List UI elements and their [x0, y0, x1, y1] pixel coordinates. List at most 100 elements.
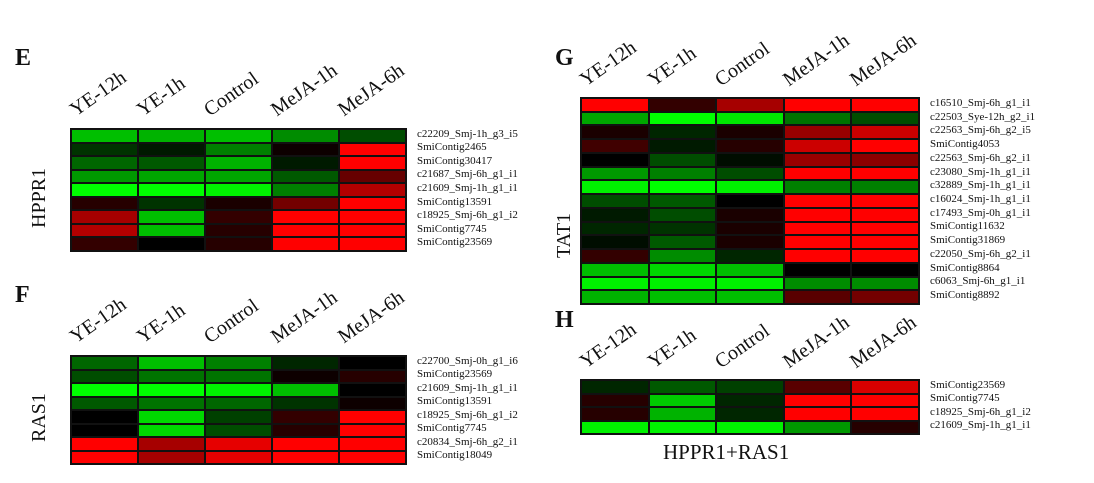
- row-label: c21687_Smj-6h_g1_i1: [417, 168, 518, 181]
- heatmap-cell: [72, 197, 137, 210]
- heatmap-cell: [852, 195, 918, 207]
- heatmap-cell: [784, 236, 851, 249]
- heatmap-grid: [580, 97, 920, 305]
- column-label: Control: [199, 67, 263, 121]
- heatmap-cell: [717, 277, 783, 290]
- column-label: MeJA-6h: [333, 59, 409, 121]
- heatmap-cell: [717, 222, 783, 235]
- heatmap-cell: [784, 140, 851, 152]
- heatmap-cell: [273, 397, 338, 409]
- heatmap-cell: [582, 250, 648, 262]
- heatmap-cell: [273, 197, 338, 210]
- heatmap-cell: [717, 195, 783, 207]
- heatmap-cell: [340, 197, 405, 210]
- heatmap-cell: [717, 408, 783, 420]
- heatmap-cell: [273, 157, 338, 169]
- row-label: c18925_Smj-6h_g1_i2: [417, 209, 518, 222]
- heatmap-cell: [649, 381, 716, 393]
- heatmap-cell: [717, 112, 783, 125]
- heatmap-cell: [582, 153, 648, 166]
- heatmap-cell: [139, 143, 204, 156]
- heatmap-cell: [139, 130, 204, 142]
- heatmap-cell: [649, 421, 716, 433]
- heatmap-cell: [784, 153, 851, 166]
- heatmap-cell: [206, 424, 271, 436]
- heatmap-cell: [784, 222, 851, 235]
- heatmap-cell: [72, 238, 137, 250]
- heatmap-cell: [273, 170, 338, 183]
- heatmap-cell: [206, 130, 271, 142]
- row-label: SmiContig7745: [930, 392, 1000, 405]
- panel-caption: HPPR1+RAS1: [663, 440, 790, 464]
- row-label: c17493_Smj-0h_g1_i1: [930, 206, 1031, 219]
- heatmap-cell: [852, 112, 918, 125]
- heatmap-cell: [139, 238, 204, 250]
- heatmap-cell: [72, 438, 137, 450]
- heatmap-cell: [340, 370, 405, 382]
- heatmap-cell: [717, 208, 783, 221]
- heatmap-cell: [852, 263, 918, 276]
- heatmap-grid: [580, 379, 920, 435]
- heatmap-cell: [139, 357, 204, 369]
- heatmap-cell: [139, 197, 204, 210]
- heatmap-cell: [717, 381, 783, 393]
- heatmap-cell: [72, 184, 137, 196]
- heatmap-cell: [206, 397, 271, 409]
- heatmap-grid: [70, 355, 407, 465]
- row-label: c22563_Smj-6h_g2_i1: [930, 151, 1031, 164]
- heatmap-cell: [72, 357, 137, 369]
- heatmap-cell: [72, 411, 137, 423]
- heatmap-cell: [340, 211, 405, 223]
- heatmap-cell: [273, 143, 338, 156]
- panel-letter: G: [555, 45, 574, 71]
- heatmap-cell: [139, 397, 204, 409]
- heatmap-cell: [649, 167, 716, 180]
- heatmap-cell: [206, 357, 271, 369]
- heatmap-cell: [784, 181, 851, 194]
- heatmap-cell: [784, 291, 851, 303]
- column-label: YE-12h: [575, 318, 641, 373]
- row-label: c22050_Smj-6h_g2_i1: [930, 247, 1031, 260]
- row-label: c22563_Smj-6h_g2_i5: [930, 124, 1031, 137]
- y-axis-label: HPPR1: [28, 167, 50, 228]
- heatmap-cell: [273, 451, 338, 463]
- heatmap-cell: [784, 126, 851, 139]
- heatmap-cell: [582, 181, 648, 194]
- heatmap-cell: [582, 263, 648, 276]
- heatmap-cell: [582, 208, 648, 221]
- heatmap-cell: [717, 236, 783, 249]
- row-label: c23080_Smj-1h_g1_i1: [930, 165, 1031, 178]
- row-label: c18925_Smj-6h_g1_i2: [930, 405, 1031, 418]
- heatmap-cell: [273, 384, 338, 396]
- heatmap-cell: [784, 112, 851, 125]
- heatmap-cell: [273, 224, 338, 237]
- heatmap-cell: [852, 99, 918, 111]
- heatmap-cell: [649, 277, 716, 290]
- heatmap-cell: [717, 167, 783, 180]
- row-label: c22503_Sye-12h_g2_i1: [930, 110, 1036, 123]
- heatmap-cell: [582, 222, 648, 235]
- heatmap-cell: [273, 370, 338, 382]
- heatmap-cell: [340, 384, 405, 396]
- heatmap-cell: [139, 411, 204, 423]
- panel-letter: F: [15, 282, 30, 308]
- heatmap-cell: [649, 112, 716, 125]
- column-label: MeJA-1h: [778, 311, 854, 373]
- heatmap-cell: [582, 140, 648, 152]
- heatmap-cell: [717, 99, 783, 111]
- row-label: SmiContig18049: [417, 449, 493, 462]
- column-label: MeJA-6h: [846, 29, 921, 91]
- heatmap-cell: [582, 236, 648, 249]
- heatmap-cell: [649, 263, 716, 276]
- heatmap-cell: [72, 211, 137, 223]
- heatmap-cell: [852, 277, 918, 290]
- heatmap-cell: [72, 224, 137, 237]
- row-label: c18925_Smj-6h_g1_i2: [417, 408, 518, 421]
- heatmap-cell: [582, 408, 648, 420]
- heatmap-cell: [717, 250, 783, 262]
- heatmap-cell: [852, 236, 918, 249]
- heatmap-cell: [852, 181, 918, 194]
- heatmap-cell: [273, 411, 338, 423]
- heatmap-cell: [139, 438, 204, 450]
- heatmap-cell: [72, 130, 137, 142]
